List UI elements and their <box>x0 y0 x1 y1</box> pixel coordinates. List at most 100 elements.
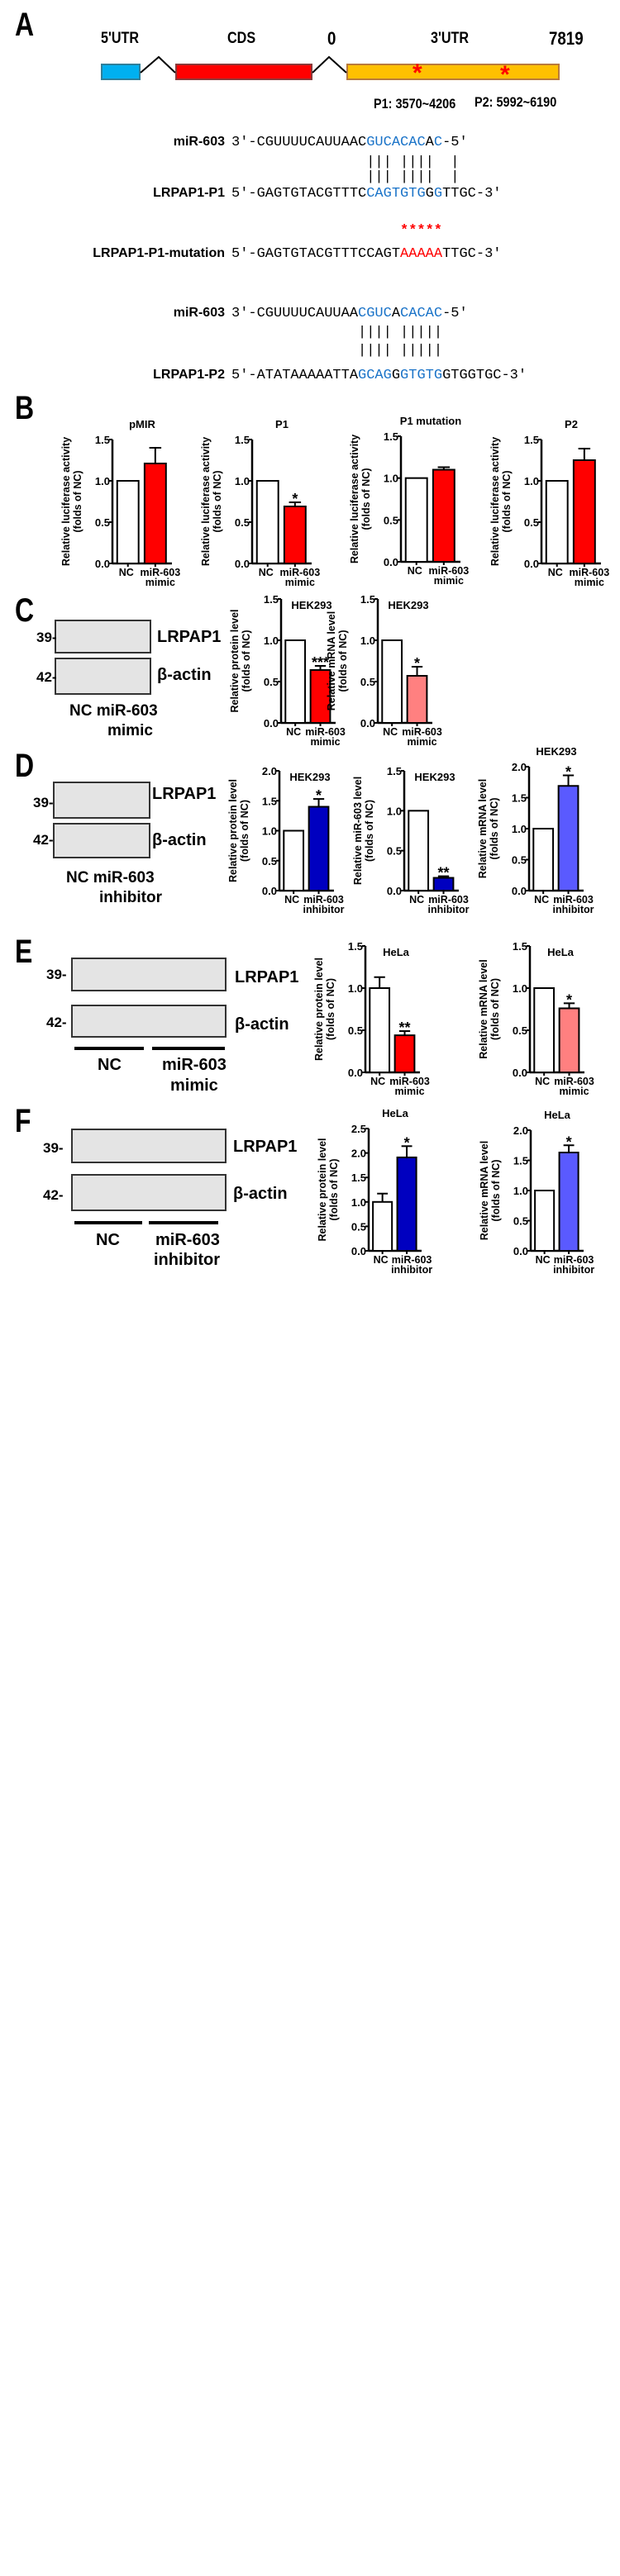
y-tick-label: 0.0 <box>262 885 277 897</box>
y-tick-label: 1.5 <box>264 593 279 606</box>
nc-lane-bracket <box>74 1221 142 1224</box>
y-tick-label: 0.0 <box>524 558 539 570</box>
y-axis-label: Relative protein level <box>313 958 325 1061</box>
y-tick-label: 0.5 <box>262 855 277 867</box>
x-tick-label: mimic <box>434 575 464 587</box>
y-tick-label: 0.5 <box>360 676 375 688</box>
blot-beta-actin <box>55 658 151 695</box>
y-axis-label: (folds of NC) <box>241 630 252 692</box>
panel-letter-c: C <box>15 592 35 629</box>
x-tick-label: NC <box>370 1076 385 1087</box>
x-tick-label: miR-603 <box>428 894 469 905</box>
lane-group-label-treatment: miR-603 <box>162 1056 227 1074</box>
base-pairing-lines: ||| |||| | <box>366 154 460 170</box>
significance-marker: ** <box>438 865 450 882</box>
blot-lrpap1 <box>71 1129 227 1163</box>
sequence-text: 5′-GAGTGTACGTTTCCAGTAAAAATTGC-3′ <box>231 246 501 262</box>
sequence-segment: TTGC <box>442 246 476 262</box>
x-tick-label: NC <box>535 1076 550 1087</box>
y-axis-label: Relative protein level <box>229 609 241 712</box>
bar <box>408 810 430 891</box>
chart-title: HeLa <box>383 946 410 958</box>
mw-marker-39: 39- <box>33 795 54 810</box>
y-tick-label: 1.0 <box>360 634 375 647</box>
sequence-segment: ATATAAAAATTA <box>256 368 359 383</box>
y-tick-label: 0.0 <box>264 717 279 730</box>
bar <box>255 480 279 564</box>
y-tick-label: 1.0 <box>513 1185 528 1197</box>
x-tick-label: NC <box>534 894 549 905</box>
bar <box>381 639 403 724</box>
y-tick-label: 1.0 <box>264 634 279 647</box>
sequence-segment: GTGGTGC <box>442 368 502 383</box>
label-3utr: 3'UTR <box>431 30 470 47</box>
x-tick-label: inhibitor <box>553 904 594 915</box>
y-tick-label: 1.5 <box>513 940 527 953</box>
bar <box>432 468 455 563</box>
y-tick-label: 0.0 <box>348 1067 363 1079</box>
y-axis-label: Relative luciferase activity <box>60 437 72 566</box>
x-tick-label: mimic <box>407 736 436 748</box>
treatment-lane-bracket <box>149 1221 218 1224</box>
sequence-text: 3′-CGUUUUCAUUAACGUCACACAC-5′ <box>231 306 468 321</box>
y-axis-label: (folds of NC) <box>212 471 223 533</box>
y-tick-label: 0.5 <box>348 1024 363 1037</box>
y-axis-label: Relative mRNA level <box>478 959 489 1058</box>
blot-lrpap1 <box>53 782 150 819</box>
sequence-segment: AAAAA <box>400 246 443 262</box>
y-axis-label: Relative luciferase activity <box>489 437 501 566</box>
mw-marker-39: 39- <box>43 1140 64 1156</box>
chart-title: pMIR <box>129 418 155 430</box>
y-axis-label: (folds of NC) <box>364 800 375 862</box>
utr3-segment <box>346 64 560 80</box>
x-tick-label: miR-603 <box>553 894 594 905</box>
bar <box>404 477 428 563</box>
utr5-segment <box>101 64 141 80</box>
y-tick-label: 0.5 <box>235 516 250 529</box>
y-axis-label: (folds of NC) <box>328 1159 340 1221</box>
x-tick-label: inhibitor <box>303 904 345 915</box>
sequence-segment: CACAC <box>400 306 443 321</box>
protein-label-lrpap1: LRPAP1 <box>152 785 217 803</box>
panel-letter-f: F <box>15 1103 31 1139</box>
y-axis-label: (folds of NC) <box>489 978 501 1040</box>
y-axis-label: (folds of NC) <box>501 471 513 533</box>
y-axis-label: Relative protein level <box>227 779 239 882</box>
y-tick-label: 1.5 <box>387 765 402 777</box>
y-axis-label: Relative protein level <box>317 1138 328 1241</box>
bar <box>283 829 305 891</box>
y-tick-label: 2.0 <box>512 761 527 773</box>
bar <box>393 1034 416 1073</box>
sequence-suffix: -3′ <box>501 368 527 383</box>
bar-chart-d3: 0.0 0.5 1.0 1.5 2.0 Relative mRNA level (folds… <box>477 745 594 915</box>
y-tick-label: 1.5 <box>95 434 110 446</box>
sequence-suffix: -3′ <box>475 246 502 262</box>
treatment-lane-bracket <box>152 1047 225 1050</box>
significance-marker: * <box>565 764 571 781</box>
x-tick-label: miR-603 <box>389 1076 430 1087</box>
sequence-label: LRPAP1-P1-mutation <box>93 246 225 260</box>
bar <box>369 987 391 1073</box>
bar-chart-c2: 0.0 0.5 1.0 1.5 Relative mRNA level (folds of… <box>326 593 442 748</box>
bar <box>572 459 596 564</box>
y-tick-label: 0.5 <box>351 1220 366 1233</box>
x-tick-label: NC <box>259 567 274 578</box>
base-pairing-lines: |||| ||||| <box>358 325 443 340</box>
site-p1-marker: * <box>413 59 422 87</box>
site-p1-label: P1: 3570~4206 <box>374 96 456 112</box>
bar-chart-b4: 0.0 0.5 1.0 1.5 Relative luciferase activity… <box>489 418 609 588</box>
bar <box>558 1007 580 1073</box>
sequence-label: LRPAP1-P2 <box>153 368 225 382</box>
sequence-segment: TTGC <box>442 186 476 202</box>
significance-marker: * <box>414 655 420 672</box>
mw-marker-42: 42- <box>36 669 57 685</box>
y-tick-label: 0.5 <box>95 516 110 529</box>
blot-beta-actin <box>71 1005 227 1038</box>
y-axis-label: Relative mRNA level <box>326 611 337 711</box>
y-tick-label: 2.0 <box>513 1124 528 1137</box>
x-tick-label: NC <box>548 567 563 578</box>
y-tick-label: 1.5 <box>351 1172 366 1184</box>
site-p2-marker: * <box>500 61 510 88</box>
bar <box>557 785 579 891</box>
y-tick-label: 0.5 <box>513 1024 527 1037</box>
